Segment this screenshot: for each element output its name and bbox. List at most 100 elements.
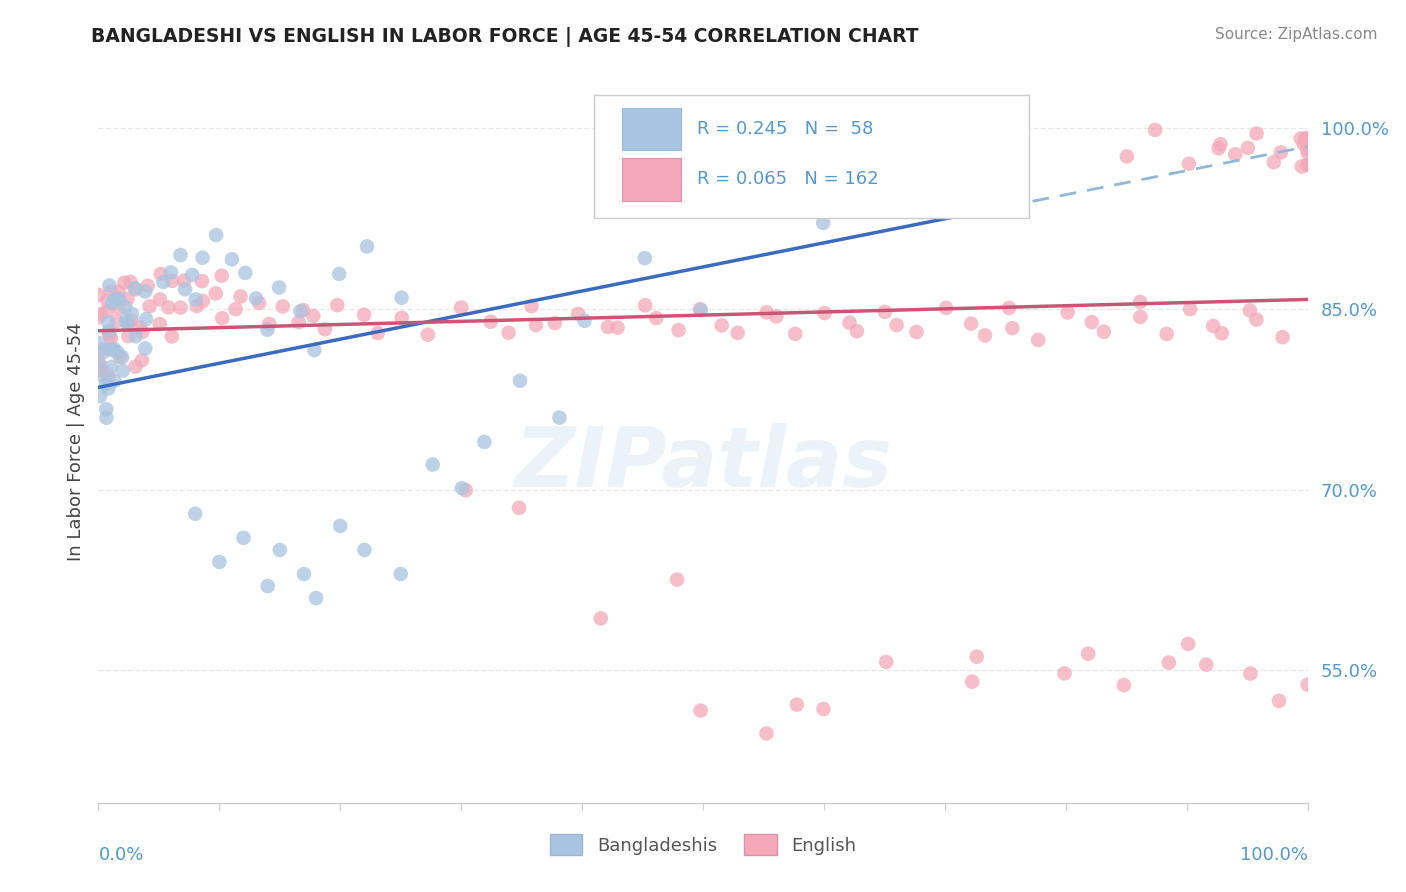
Point [574,314,596,328]
Point [1156,326,1178,341]
Point [232,531,254,545]
Point [1202,318,1225,333]
Point [138,299,160,313]
Point [1292,137,1315,152]
Point [245,292,267,306]
Point [271,300,294,314]
Point [292,567,315,582]
Point [191,274,214,288]
Point [974,328,997,343]
Point [645,311,668,326]
Text: BANGLADESHI VS ENGLISH IN LABOR FORCE | AGE 45-54 CORRELATION CHART: BANGLADESHI VS ENGLISH IN LABOR FORCE | … [91,27,920,46]
Point [326,298,349,312]
Point [886,318,908,332]
Point [1296,157,1319,171]
Point [1296,158,1319,172]
Point [134,285,156,299]
Point [257,317,280,331]
Point [117,329,139,343]
Point [131,325,153,339]
Point [103,342,125,356]
Point [520,299,543,313]
Point [225,302,247,317]
Point [205,228,228,243]
Point [1129,295,1152,310]
Point [813,306,835,320]
Legend: Bangladeshis, English: Bangladeshis, English [543,827,863,863]
Point [98,342,121,356]
Point [184,507,207,521]
Point [1092,325,1115,339]
Text: 0.0%: 0.0% [98,847,143,864]
Point [1295,131,1317,145]
Point [596,320,619,334]
Point [98,327,121,342]
Point [287,315,309,329]
Y-axis label: In Labor Force | Age 45-54: In Labor Force | Age 45-54 [66,322,84,561]
Point [960,674,983,689]
Point [96,367,118,381]
Point [186,299,208,313]
Point [100,285,122,299]
Point [101,296,124,310]
Point [169,301,191,315]
Point [1115,149,1137,163]
Point [124,329,146,343]
Point [292,303,315,318]
Text: 100.0%: 100.0% [1240,847,1308,864]
Point [727,326,749,340]
Point [998,301,1021,315]
FancyBboxPatch shape [621,158,682,201]
Point [314,322,336,336]
Point [124,281,146,295]
Point [157,301,180,315]
Point [149,267,172,281]
Point [451,481,474,495]
Point [1144,123,1167,137]
Point [96,293,118,308]
Point [689,704,711,718]
Point [302,309,325,323]
Point [108,301,131,315]
Point [755,305,778,319]
Point [1081,315,1104,329]
Point [391,310,413,325]
Text: R = 0.245   N =  58: R = 0.245 N = 58 [697,120,873,137]
Point [838,316,860,330]
Point [1053,666,1076,681]
Point [1296,138,1319,153]
Point [90,307,112,321]
Point [479,315,502,329]
Point [935,301,957,315]
Point [181,268,204,282]
Point [905,325,928,339]
Point [1239,303,1261,318]
Point [97,326,120,340]
Point [93,369,115,384]
Point [149,293,172,307]
Point [117,292,139,306]
Point [1056,305,1078,319]
Point [689,302,711,317]
Point [94,377,117,392]
Point [1178,302,1201,317]
Point [960,317,983,331]
Point [1263,155,1285,169]
Point [191,251,214,265]
Point [353,542,375,557]
Point [474,435,496,450]
Point [634,251,657,265]
Point [786,698,808,712]
Point [1296,142,1319,156]
Point [813,702,835,716]
Point [1270,145,1292,160]
Point [96,304,118,318]
Point [211,268,233,283]
Point [785,326,807,341]
Point [873,305,896,319]
Point [233,266,256,280]
Point [184,293,207,307]
Point [966,649,988,664]
Point [1289,131,1312,145]
Point [509,374,531,388]
